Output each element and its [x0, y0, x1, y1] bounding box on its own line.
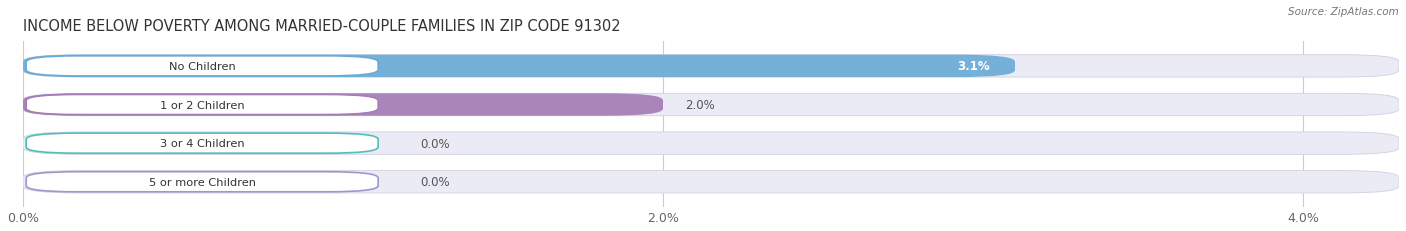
Text: 0.0%: 0.0%	[420, 176, 450, 188]
FancyBboxPatch shape	[27, 95, 378, 115]
FancyBboxPatch shape	[22, 55, 1015, 78]
Text: 5 or more Children: 5 or more Children	[149, 177, 256, 187]
Text: 2.0%: 2.0%	[685, 99, 716, 112]
Text: INCOME BELOW POVERTY AMONG MARRIED-COUPLE FAMILIES IN ZIP CODE 91302: INCOME BELOW POVERTY AMONG MARRIED-COUPL…	[22, 18, 620, 33]
Text: No Children: No Children	[169, 62, 236, 72]
Text: 0.0%: 0.0%	[420, 137, 450, 150]
FancyBboxPatch shape	[27, 134, 378, 154]
FancyBboxPatch shape	[27, 172, 378, 192]
Text: 3 or 4 Children: 3 or 4 Children	[160, 139, 245, 149]
FancyBboxPatch shape	[22, 94, 1399, 116]
FancyBboxPatch shape	[22, 55, 1399, 78]
FancyBboxPatch shape	[22, 171, 1399, 193]
FancyBboxPatch shape	[22, 132, 1399, 155]
Text: 3.1%: 3.1%	[957, 60, 990, 73]
FancyBboxPatch shape	[27, 57, 378, 77]
Text: Source: ZipAtlas.com: Source: ZipAtlas.com	[1288, 7, 1399, 17]
Text: 1 or 2 Children: 1 or 2 Children	[160, 100, 245, 110]
FancyBboxPatch shape	[22, 94, 664, 116]
